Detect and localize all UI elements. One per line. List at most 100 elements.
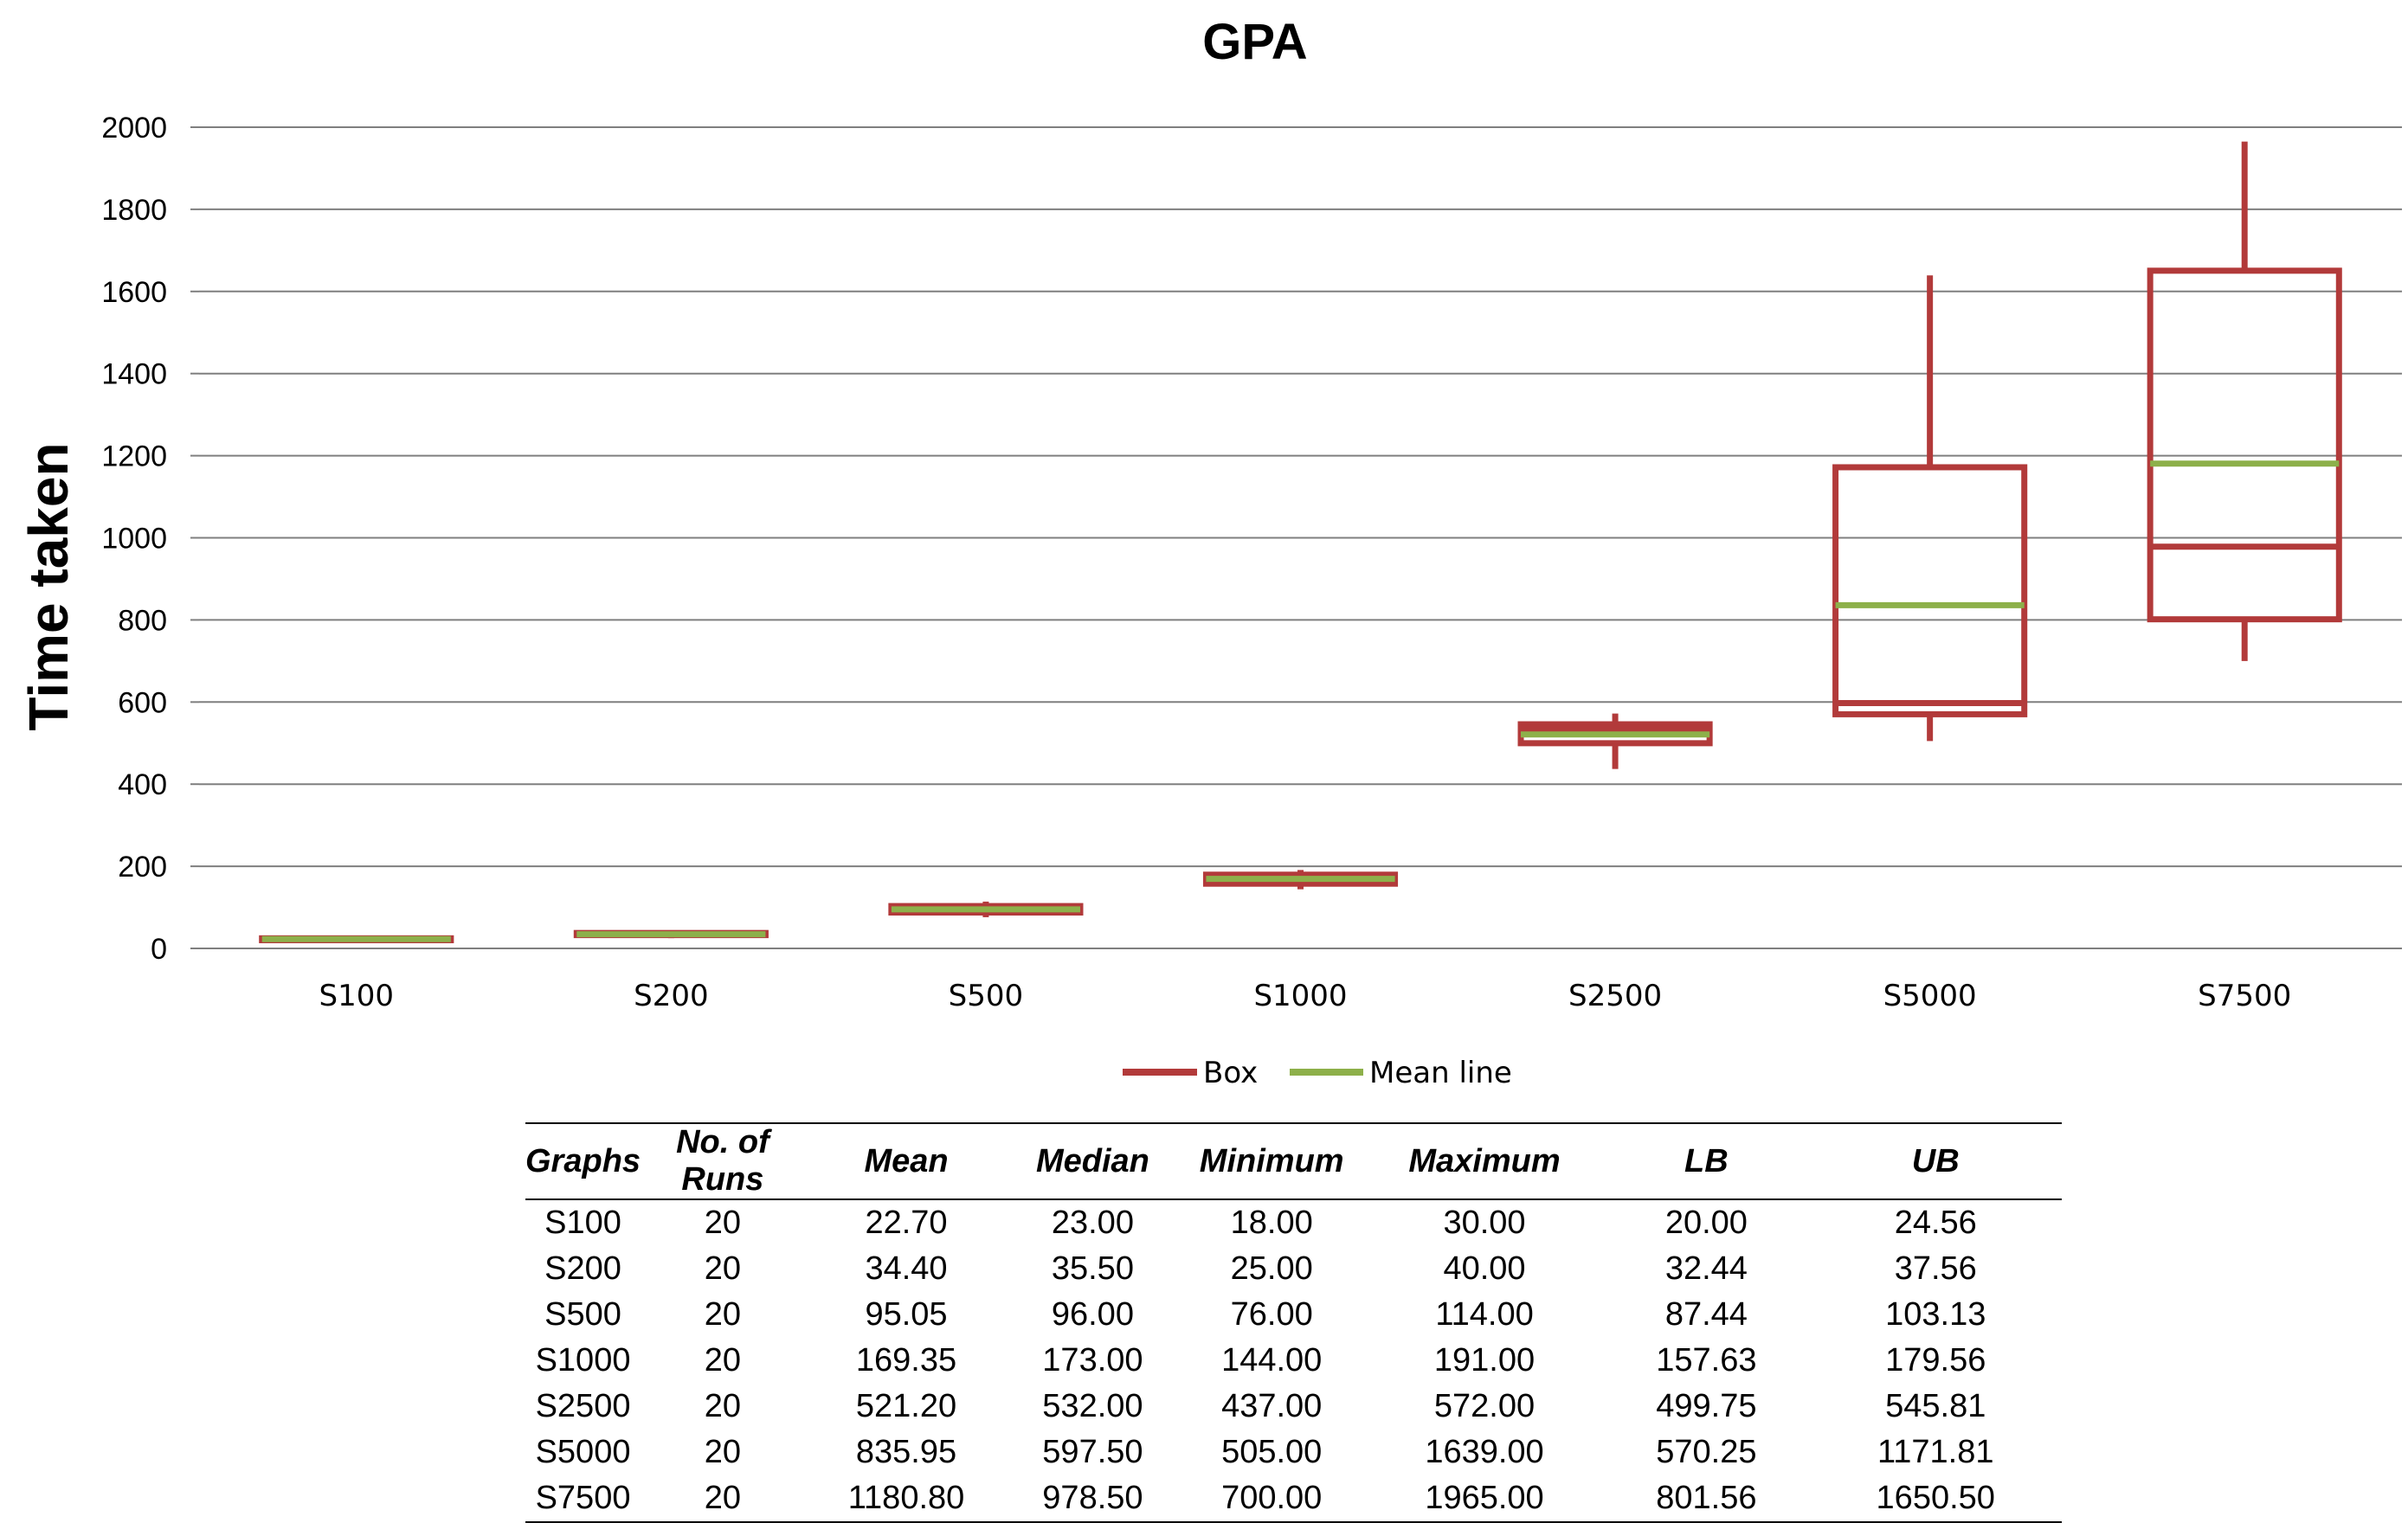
- table-cell: 1639.00: [1425, 1434, 1544, 1470]
- x-tick-label: S7500: [2198, 979, 2291, 1013]
- y-tick-label: 2000: [101, 112, 167, 145]
- table-cell: 35.50: [1051, 1250, 1134, 1287]
- table-cell: 801.56: [1603, 1475, 1810, 1523]
- y-tick-label: 1800: [101, 194, 167, 227]
- table-cell: 20: [704, 1296, 742, 1333]
- table-cell: 20: [704, 1342, 742, 1378]
- table-cell: 572.00: [1433, 1388, 1536, 1424]
- table-cell: 978.50: [1008, 1475, 1178, 1523]
- table-header-row: Graphs No. of Runs Mean Median Minimum Maximu…: [525, 1123, 2062, 1200]
- table-cell: 835.95: [855, 1434, 957, 1470]
- table-cell: 40.00: [1443, 1250, 1526, 1287]
- table-header-cell: No. of Runs: [641, 1123, 805, 1200]
- table-cell: S500: [544, 1296, 621, 1333]
- box-plot-chart: GPA Time taken 0 200 400 600 800 1000 1200 1400…: [17, 14, 2402, 1090]
- table-cell: 20: [704, 1388, 742, 1424]
- x-tick-label: S2500: [1568, 979, 1662, 1013]
- box-S5000: [1832, 275, 2028, 742]
- table-row: S7500 20 1180.80 978.50 700.00 1965.00 801.56 1…: [525, 1475, 2062, 1523]
- table-cell: 20: [704, 1434, 742, 1470]
- table-cell: 103.13: [1885, 1296, 1986, 1333]
- y-tick-label: 600: [118, 686, 167, 719]
- table-header-cell: Graphs: [525, 1123, 641, 1200]
- table-cell: 34.40: [865, 1250, 948, 1287]
- table-cell: 1650.50: [1809, 1475, 2062, 1523]
- table-cell: 23.00: [1051, 1205, 1134, 1241]
- table-cell: 144.00: [1221, 1342, 1323, 1378]
- table-cell: 22.70: [865, 1205, 948, 1241]
- table-cell: 24.56: [1894, 1205, 1977, 1241]
- table-cell: 20.00: [1664, 1205, 1748, 1241]
- y-tick-label: 1400: [101, 358, 167, 391]
- table-header-cell: Minimum: [1177, 1123, 1366, 1200]
- x-tick-label: S100: [319, 979, 394, 1013]
- table-cell: 179.56: [1885, 1342, 1986, 1378]
- chart-title: GPA: [1202, 14, 1307, 70]
- table-cell: 20: [641, 1475, 805, 1523]
- legend-box-label: Box: [1203, 1056, 1258, 1090]
- table-cell: 570.25: [1656, 1434, 1757, 1470]
- table-cell: 76.00: [1230, 1296, 1313, 1333]
- table-cell: 87.44: [1664, 1296, 1748, 1333]
- table-cell: 173.00: [1042, 1342, 1143, 1378]
- x-tick-label: S5000: [1883, 979, 1977, 1013]
- table-cell: S5000: [535, 1434, 631, 1470]
- table-row: S1000 20 169.35 173.00 144.00 191.00 157.63 179…: [525, 1338, 2062, 1384]
- gridlines: [190, 126, 2402, 949]
- y-tick-label: 1000: [101, 523, 167, 556]
- table-cell: 25.00: [1230, 1250, 1313, 1287]
- y-tick-label: 800: [118, 604, 167, 637]
- y-axis-ticks: 0 200 400 600 800 1000 1200 1400 1600 1800 2000: [101, 112, 167, 966]
- y-tick-label: 1600: [101, 276, 167, 309]
- table-cell: 532.00: [1042, 1388, 1143, 1424]
- x-tick-label: S200: [634, 979, 708, 1013]
- table-cell: 1171.81: [1877, 1434, 1994, 1470]
- table-cell: 20: [704, 1205, 742, 1241]
- box-rect: [1832, 464, 2028, 717]
- table-row: S100 20 22.70 23.00 18.00 30.00 20.00 24.56: [525, 1199, 2062, 1246]
- x-axis-ticks: S100 S200 S500 S1000 S2500 S5000 S7500: [319, 979, 2292, 1013]
- chart-legend: Box Mean line: [1123, 1056, 1512, 1090]
- table-cell: 157.63: [1656, 1342, 1757, 1378]
- box-rect: [2147, 267, 2342, 623]
- table-cell: 437.00: [1221, 1388, 1323, 1424]
- table-cell: S7500: [525, 1475, 641, 1523]
- table-header-cell: LB: [1603, 1123, 1810, 1200]
- table-cell: S200: [544, 1250, 621, 1287]
- table-header-cell: UB: [1809, 1123, 2062, 1200]
- table-cell: 1965.00: [1365, 1475, 1604, 1523]
- table-row: S2500 20 521.20 532.00 437.00 572.00 499.75 545…: [525, 1384, 2062, 1430]
- table-cell: 20: [704, 1250, 742, 1287]
- table-cell: S1000: [535, 1342, 631, 1378]
- table-cell: 191.00: [1433, 1342, 1536, 1378]
- statistics-table: Graphs No. of Runs Mean Median Minimum Maximu…: [525, 1122, 2062, 1523]
- mean-line-series: [261, 460, 2340, 942]
- table-cell: 1180.80: [804, 1475, 1008, 1523]
- table-header-cell: Median: [1008, 1123, 1178, 1200]
- table-body: S100 20 22.70 23.00 18.00 30.00 20.00 24.56 S200…: [525, 1199, 2062, 1523]
- table-cell: 30.00: [1443, 1205, 1526, 1241]
- y-axis-label: Time taken: [17, 442, 80, 730]
- table-cell: 32.44: [1664, 1250, 1748, 1287]
- box-series: [259, 141, 2342, 944]
- table-cell: 18.00: [1230, 1205, 1313, 1241]
- table-cell: 114.00: [1435, 1296, 1534, 1333]
- box-S2500: [1517, 713, 1713, 769]
- x-tick-label: S500: [949, 979, 1023, 1013]
- table-row: S500 20 95.05 96.00 76.00 114.00 87.44 103.13: [525, 1292, 2062, 1338]
- y-tick-label: 200: [118, 851, 167, 884]
- box-S7500: [2147, 141, 2342, 661]
- y-tick-label: 400: [118, 768, 167, 801]
- table-cell: 37.56: [1894, 1250, 1977, 1287]
- table-cell: 521.20: [855, 1388, 957, 1424]
- table-cell: 96.00: [1051, 1296, 1134, 1333]
- table-cell: S2500: [535, 1388, 631, 1424]
- table-cell: 95.05: [865, 1296, 948, 1333]
- table-row: S5000 20 835.95 597.50 505.00 1639.00 570.25 11…: [525, 1430, 2062, 1475]
- table-cell: 700.00: [1177, 1475, 1366, 1523]
- legend-mean-label: Mean line: [1369, 1056, 1512, 1090]
- table-cell: 499.75: [1656, 1388, 1757, 1424]
- table-cell: 505.00: [1221, 1434, 1323, 1470]
- table-header-cell: Mean: [804, 1123, 1008, 1200]
- table-cell: 597.50: [1042, 1434, 1143, 1470]
